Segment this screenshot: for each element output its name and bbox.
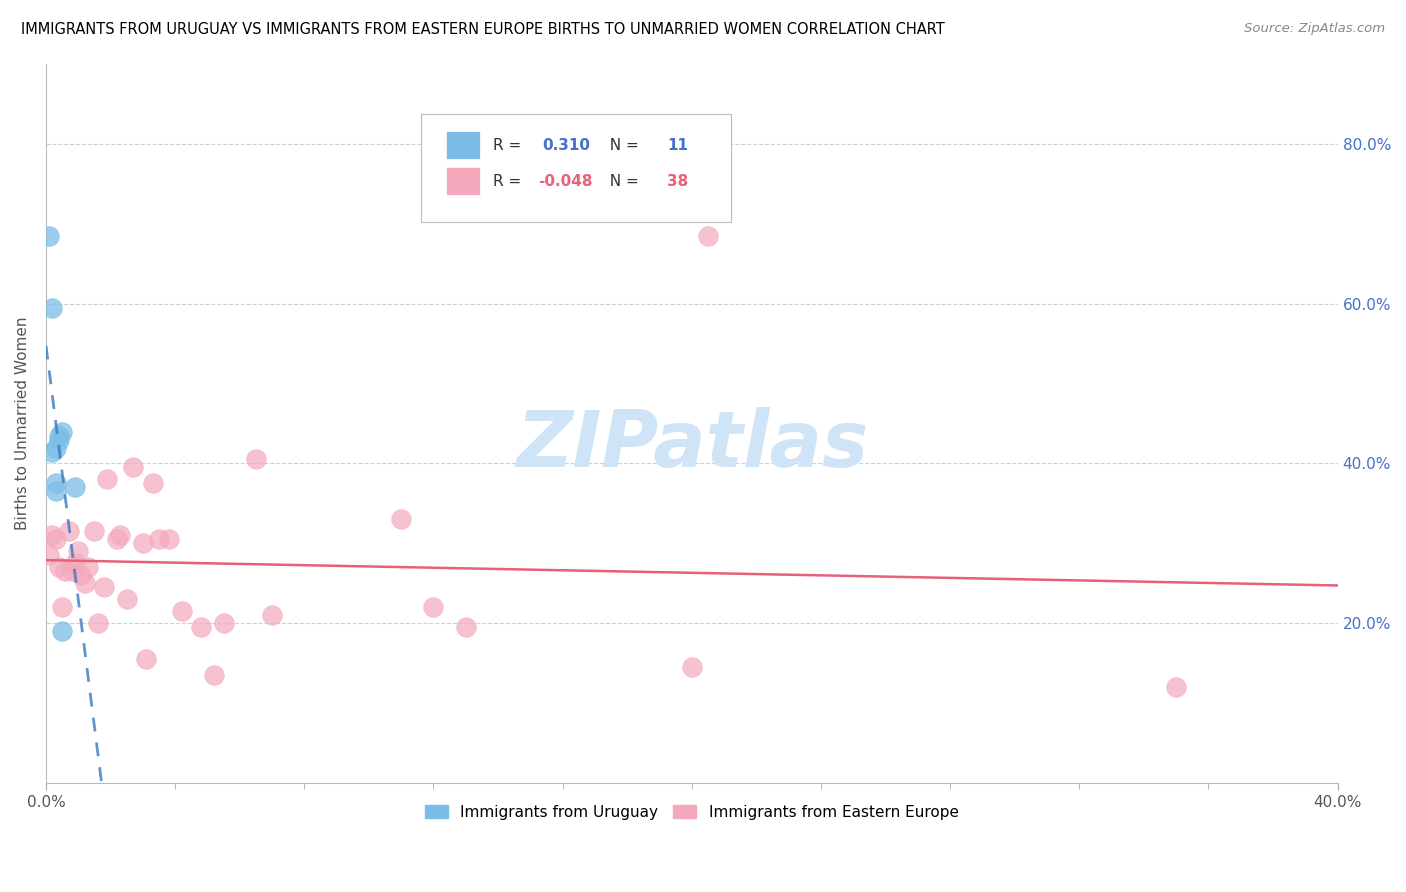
Point bbox=[41, 444, 63, 458]
Point bbox=[115, 592, 138, 607]
Point bbox=[141, 476, 163, 491]
Legend: Immigrants from Uruguay, Immigrants from Eastern Europe: Immigrants from Uruguay, Immigrants from… bbox=[419, 798, 965, 826]
FancyBboxPatch shape bbox=[446, 131, 479, 159]
Point bbox=[212, 616, 235, 631]
Point bbox=[422, 600, 444, 615]
Point bbox=[132, 536, 155, 550]
Point bbox=[697, 228, 720, 243]
Point bbox=[48, 560, 70, 574]
Point bbox=[45, 441, 67, 455]
Point bbox=[41, 301, 63, 315]
Point bbox=[389, 512, 412, 526]
Point bbox=[77, 560, 100, 574]
Point bbox=[63, 557, 86, 571]
Point bbox=[67, 544, 90, 558]
Point bbox=[38, 549, 60, 563]
Point bbox=[45, 533, 67, 547]
Point bbox=[45, 476, 67, 491]
Text: R =: R = bbox=[494, 137, 531, 153]
Point bbox=[86, 616, 108, 631]
Point bbox=[135, 652, 157, 666]
Point bbox=[122, 460, 145, 475]
Point bbox=[245, 452, 267, 467]
Point bbox=[73, 576, 96, 591]
Point bbox=[110, 528, 132, 542]
Y-axis label: Births to Unmarried Women: Births to Unmarried Women bbox=[15, 317, 30, 531]
Text: -0.048: -0.048 bbox=[538, 174, 592, 189]
Point bbox=[60, 565, 83, 579]
Point bbox=[190, 620, 212, 634]
Point bbox=[45, 484, 67, 499]
Point bbox=[51, 425, 73, 439]
Point bbox=[63, 480, 86, 494]
Point bbox=[148, 533, 170, 547]
Text: 0.310: 0.310 bbox=[541, 137, 591, 153]
Text: Source: ZipAtlas.com: Source: ZipAtlas.com bbox=[1244, 22, 1385, 36]
Point bbox=[58, 524, 80, 539]
Text: 38: 38 bbox=[668, 174, 689, 189]
Point bbox=[38, 228, 60, 243]
Text: R =: R = bbox=[494, 174, 526, 189]
Text: 11: 11 bbox=[668, 137, 689, 153]
Point bbox=[53, 565, 76, 579]
Point bbox=[48, 428, 70, 442]
Point bbox=[202, 668, 225, 682]
Text: IMMIGRANTS FROM URUGUAY VS IMMIGRANTS FROM EASTERN EUROPE BIRTHS TO UNMARRIED WO: IMMIGRANTS FROM URUGUAY VS IMMIGRANTS FR… bbox=[21, 22, 945, 37]
Text: N =: N = bbox=[600, 174, 648, 189]
Point bbox=[48, 433, 70, 447]
Point bbox=[681, 660, 703, 674]
Text: N =: N = bbox=[600, 137, 648, 153]
Point bbox=[454, 620, 477, 634]
Point bbox=[51, 600, 73, 615]
Text: ZIPatlas: ZIPatlas bbox=[516, 407, 868, 483]
Point bbox=[260, 608, 283, 623]
Point bbox=[170, 604, 193, 618]
Point bbox=[96, 473, 118, 487]
Point bbox=[105, 533, 128, 547]
Point bbox=[1166, 680, 1188, 694]
FancyBboxPatch shape bbox=[446, 167, 479, 195]
Point bbox=[70, 568, 93, 582]
Point bbox=[157, 533, 180, 547]
Point bbox=[41, 528, 63, 542]
Point bbox=[51, 624, 73, 639]
Point bbox=[93, 580, 115, 594]
Point bbox=[83, 524, 105, 539]
FancyBboxPatch shape bbox=[420, 114, 731, 222]
